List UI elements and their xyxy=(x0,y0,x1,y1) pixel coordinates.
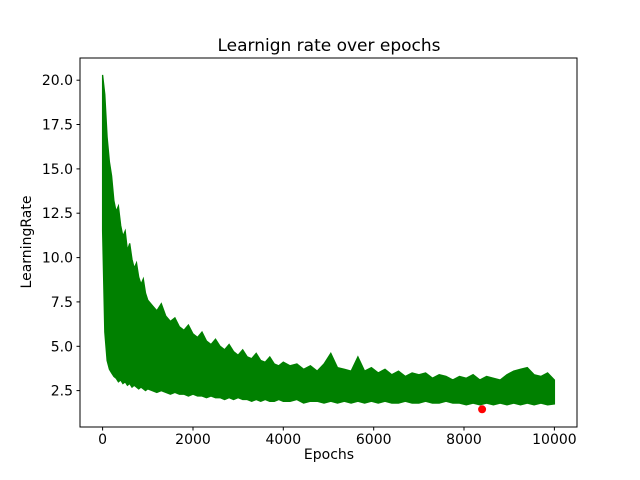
y-tick-label: 5.0 xyxy=(51,339,73,355)
x-axis-label: Epochs xyxy=(303,447,355,463)
x-tick-label: 6000 xyxy=(356,432,392,448)
learning-rate-series xyxy=(101,74,556,406)
axes-spines xyxy=(79,57,578,428)
x-tick-label: 2000 xyxy=(175,432,211,448)
y-tick-label: 10.0 xyxy=(42,251,73,267)
y-tick-label: 15.0 xyxy=(42,162,73,178)
y-tick-label: 20.0 xyxy=(42,73,73,89)
x-tick-label: 0 xyxy=(98,432,107,448)
chart-title: Learnign rate over epochs xyxy=(217,36,441,56)
y-tick-label: 12.5 xyxy=(42,206,73,222)
y-tick-label: 7.5 xyxy=(51,295,73,311)
y-axis-label: LearningRate xyxy=(19,195,35,289)
y-tick-label: 17.5 xyxy=(42,118,73,134)
minimum-point-marker xyxy=(478,405,487,414)
x-tick-label: 4000 xyxy=(265,432,301,448)
x-tick-label: 10000 xyxy=(532,432,577,448)
y-tick-label: 2.5 xyxy=(51,384,73,400)
x-tick-label: 8000 xyxy=(446,432,482,448)
